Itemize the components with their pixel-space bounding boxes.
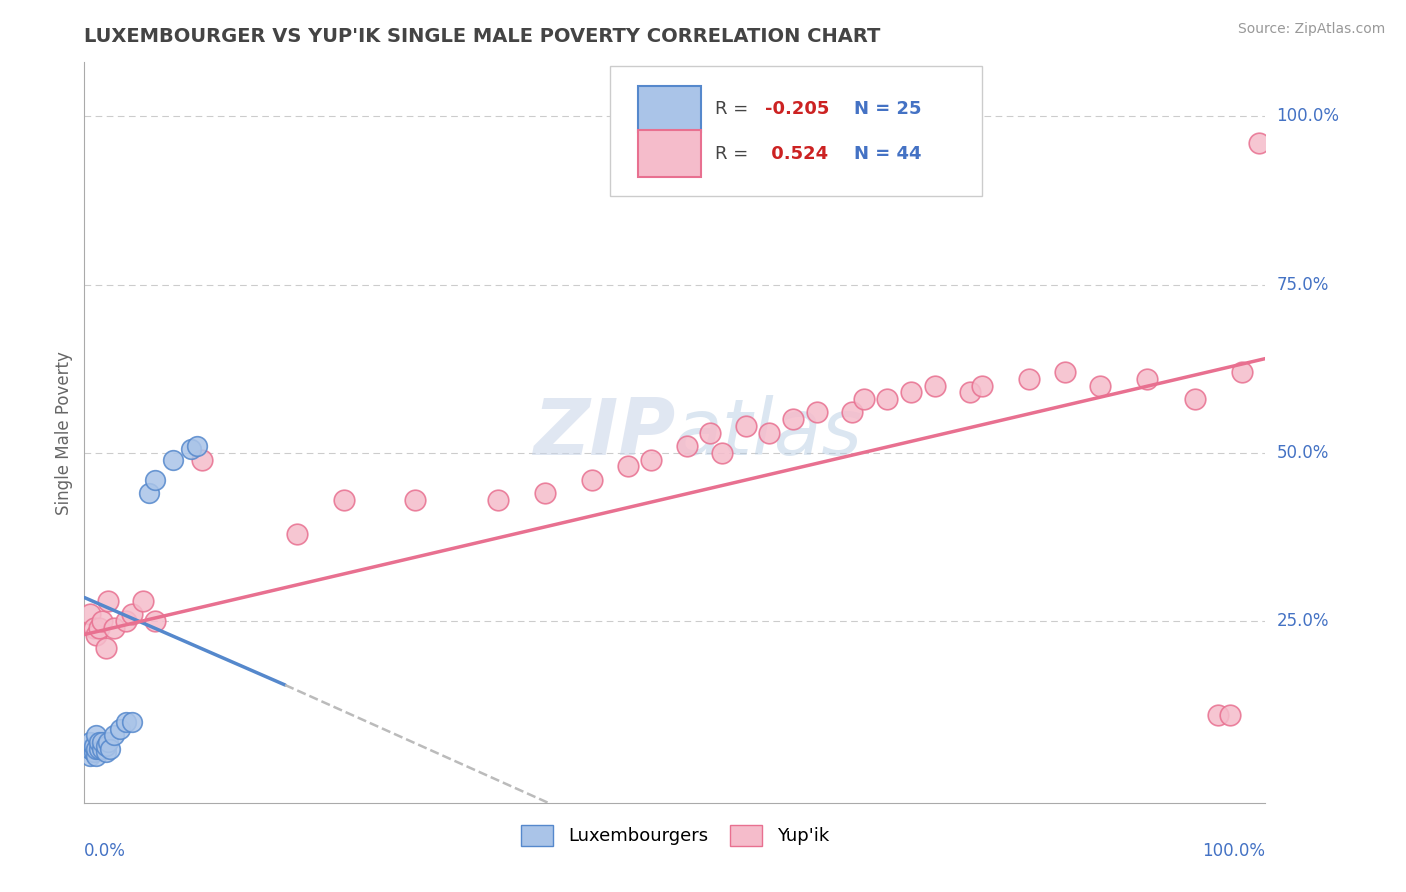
- Point: [91, 742, 114, 756]
- FancyBboxPatch shape: [638, 130, 700, 177]
- Point: [1230, 365, 1253, 379]
- Point: [94, 739, 117, 753]
- Point: [143, 473, 166, 487]
- Point: [876, 392, 898, 406]
- Point: [87, 621, 110, 635]
- Point: [534, 486, 557, 500]
- Point: [758, 425, 780, 440]
- Point: [84, 748, 107, 763]
- Point: [616, 459, 638, 474]
- Point: [1249, 136, 1271, 151]
- Point: [98, 742, 121, 756]
- Point: [970, 378, 993, 392]
- Text: atlas: atlas: [675, 394, 863, 471]
- Point: [83, 745, 105, 759]
- Point: [121, 714, 143, 729]
- Point: [486, 492, 509, 507]
- Text: 0.524: 0.524: [765, 145, 828, 162]
- Point: [841, 405, 863, 419]
- Point: [91, 735, 114, 749]
- Point: [1206, 708, 1229, 723]
- Text: ZIP: ZIP: [533, 394, 675, 471]
- Point: [79, 748, 101, 763]
- Point: [132, 594, 155, 608]
- Text: R =: R =: [716, 100, 754, 118]
- Text: 100.0%: 100.0%: [1277, 107, 1340, 125]
- Text: N = 44: N = 44: [855, 145, 922, 162]
- Point: [1219, 708, 1241, 723]
- Point: [97, 735, 120, 749]
- Point: [83, 621, 105, 635]
- Point: [121, 607, 143, 622]
- Point: [1136, 372, 1159, 386]
- Text: 0.0%: 0.0%: [84, 842, 127, 860]
- Text: 25.0%: 25.0%: [1277, 612, 1329, 630]
- Point: [806, 405, 828, 419]
- Text: -0.205: -0.205: [765, 100, 830, 118]
- Point: [162, 452, 184, 467]
- Point: [87, 742, 110, 756]
- Point: [852, 392, 875, 406]
- Point: [333, 492, 356, 507]
- Point: [581, 473, 603, 487]
- Point: [79, 607, 101, 622]
- Point: [79, 735, 101, 749]
- Point: [94, 640, 117, 655]
- Point: [114, 714, 136, 729]
- Text: 100.0%: 100.0%: [1202, 842, 1265, 860]
- Point: [1053, 365, 1076, 379]
- FancyBboxPatch shape: [638, 86, 700, 132]
- Point: [108, 722, 131, 736]
- Text: N = 25: N = 25: [855, 100, 922, 118]
- Point: [97, 594, 120, 608]
- Point: [87, 735, 110, 749]
- Point: [1088, 378, 1111, 392]
- Point: [699, 425, 721, 440]
- Point: [285, 526, 308, 541]
- Point: [83, 739, 105, 753]
- FancyBboxPatch shape: [610, 66, 981, 195]
- Point: [782, 412, 804, 426]
- Point: [734, 418, 756, 433]
- Legend: Luxembourgers, Yup'ik: Luxembourgers, Yup'ik: [513, 818, 837, 853]
- Point: [180, 442, 202, 457]
- Point: [79, 742, 101, 756]
- Point: [84, 627, 107, 641]
- Text: Source: ZipAtlas.com: Source: ZipAtlas.com: [1237, 22, 1385, 37]
- Y-axis label: Single Male Poverty: Single Male Poverty: [55, 351, 73, 515]
- Point: [959, 385, 981, 400]
- Point: [404, 492, 426, 507]
- Point: [94, 745, 117, 759]
- Point: [1018, 372, 1040, 386]
- Text: 75.0%: 75.0%: [1277, 276, 1329, 293]
- Text: 50.0%: 50.0%: [1277, 444, 1329, 462]
- Point: [711, 446, 734, 460]
- Point: [84, 742, 107, 756]
- Point: [900, 385, 922, 400]
- Text: R =: R =: [716, 145, 754, 162]
- Point: [103, 621, 125, 635]
- Point: [91, 614, 114, 628]
- Point: [191, 452, 214, 467]
- Point: [114, 614, 136, 628]
- Point: [1184, 392, 1206, 406]
- Point: [640, 452, 662, 467]
- Point: [84, 729, 107, 743]
- Point: [143, 614, 166, 628]
- Point: [103, 729, 125, 743]
- Point: [186, 439, 208, 453]
- Point: [675, 439, 697, 453]
- Point: [924, 378, 946, 392]
- Point: [138, 486, 160, 500]
- Text: LUXEMBOURGER VS YUP'IK SINGLE MALE POVERTY CORRELATION CHART: LUXEMBOURGER VS YUP'IK SINGLE MALE POVER…: [84, 27, 880, 45]
